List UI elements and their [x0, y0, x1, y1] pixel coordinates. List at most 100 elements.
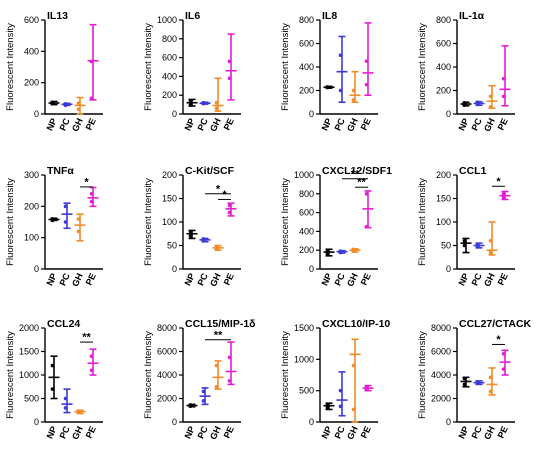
y-tick-label: 200 [436, 170, 451, 180]
category-label: PC [57, 271, 72, 287]
y-tick-label: 600 [299, 39, 314, 49]
significance-label: * [84, 176, 89, 188]
data-point [462, 101, 467, 105]
data-point [188, 99, 193, 103]
y-tick-label: 1000 [294, 354, 314, 364]
data-point [63, 204, 68, 209]
y-tick-label: 0 [34, 264, 39, 274]
chart-panel: CCL24 Fluorescent Intensity 0 500 1000 1500 20… [5, 318, 103, 441]
category-label: NP [319, 425, 333, 441]
category-label: NP [456, 117, 470, 133]
data-point [227, 203, 232, 208]
y-axis-label: Fluorescent Intensity [5, 331, 16, 419]
data-point [188, 403, 193, 407]
data-point [488, 389, 493, 394]
y-tick-label: 600 [162, 53, 177, 63]
y-axis-label: Fluorescent Intensity [280, 23, 291, 111]
y-tick-label: 2000 [157, 394, 177, 404]
category-label: NP [182, 272, 196, 288]
y-tick-label: 0 [34, 109, 39, 119]
data-point [89, 354, 94, 359]
y-tick-label: 200 [299, 86, 314, 96]
y-tick-label: 1000 [157, 15, 177, 25]
data-point [89, 96, 94, 101]
data-point [462, 376, 467, 381]
category-label: PC [469, 271, 484, 287]
significance-label: ** [357, 177, 366, 189]
chart-panel: IL-1α Fluorescent Intensity 0 200 400 600 800 N… [417, 10, 515, 133]
data-point [76, 107, 81, 112]
category-label: NP [456, 425, 470, 441]
data-point [501, 192, 506, 196]
data-point [338, 404, 343, 409]
y-tick-label: 300 [24, 170, 39, 180]
y-axis-label: Fluorescent Intensity [417, 178, 428, 266]
category-label: NP [44, 272, 58, 288]
category-label: PE [222, 117, 236, 132]
data-point [501, 195, 506, 200]
chart-panel: TNFα Fluorescent Intensity 0 100 200 300 NPPCG… [5, 165, 103, 288]
data-point [338, 53, 343, 58]
y-tick-label: 50 [167, 241, 177, 251]
y-tick-label: 0 [309, 264, 314, 274]
y-axis-label: Fluorescent Intensity [5, 23, 16, 111]
data-point [89, 59, 94, 64]
category-label: PE [222, 272, 236, 287]
data-point [462, 382, 467, 387]
data-point [501, 352, 506, 356]
panel-title: TNFα [47, 165, 74, 177]
category-label: PE [496, 425, 510, 440]
y-tick-label: 400 [24, 46, 39, 56]
category-label: NP [182, 425, 196, 441]
category-label: NP [456, 272, 470, 288]
data-point [201, 389, 206, 394]
y-tick-label: 1500 [19, 347, 39, 357]
panel-title: CXCL12/SDF1 [322, 165, 392, 177]
data-point [475, 100, 480, 105]
data-point [63, 220, 68, 224]
y-tick-label: 2000 [19, 323, 39, 333]
data-point [201, 237, 206, 241]
data-point [462, 239, 467, 243]
data-point [338, 249, 343, 253]
y-tick-label: 500 [299, 386, 314, 396]
y-tick-label: 400 [162, 71, 177, 81]
y-axis-label: Fluorescent Intensity [143, 178, 154, 266]
data-point [188, 102, 193, 107]
data-point [201, 399, 206, 403]
category-label: GH [482, 425, 497, 441]
panel-title: IL6 [185, 10, 200, 22]
y-tick-label: 200 [162, 170, 177, 180]
chart-panel: IL13 Fluorescent Intensity 0 200 400 600 NPPCG… [5, 10, 103, 133]
data-point [89, 368, 94, 373]
panel-title: CCL24 [47, 318, 80, 330]
y-tick-label: 100 [162, 217, 177, 227]
data-point [214, 244, 219, 249]
data-point [50, 217, 55, 221]
y-axis-label: Fluorescent Intensity [417, 331, 428, 419]
y-axis-label: Fluorescent Intensity [5, 178, 16, 266]
y-tick-label: 800 [162, 34, 177, 44]
data-point [351, 247, 356, 252]
significance-label: ** [351, 168, 360, 180]
data-point [89, 199, 94, 204]
y-tick-label: 200 [162, 90, 177, 100]
data-point [76, 217, 81, 221]
category-label: NP [44, 425, 58, 441]
data-point [76, 409, 81, 413]
y-tick-label: 2000 [431, 394, 451, 404]
y-tick-label: 200 [299, 245, 314, 255]
category-label: NP [319, 272, 333, 288]
panel-title: CXCL10/IP-10 [322, 318, 390, 330]
category-label: PC [57, 424, 72, 440]
y-tick-label: 0 [446, 264, 451, 274]
category-label: GH [208, 117, 223, 133]
data-point [63, 396, 68, 401]
category-label: NP [319, 117, 333, 133]
y-tick-label: 0 [446, 417, 451, 427]
data-point [50, 100, 55, 105]
data-point [227, 210, 232, 215]
y-tick-label: 4000 [431, 370, 451, 380]
data-point [351, 363, 356, 368]
